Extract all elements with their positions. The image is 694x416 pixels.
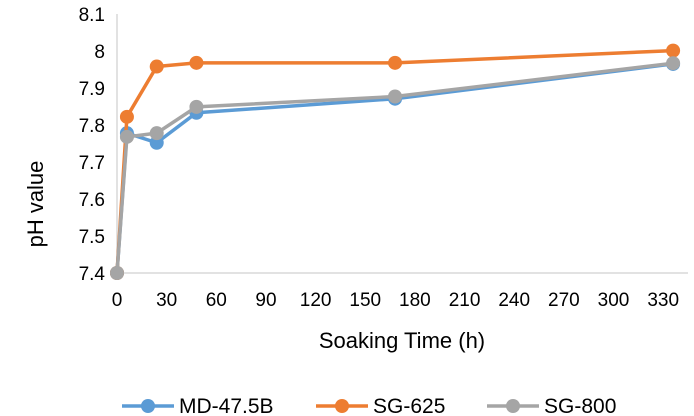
x-tick-label: 30	[156, 290, 177, 311]
x-tick-label: 150	[349, 290, 381, 311]
series-sg-625	[110, 43, 681, 280]
legend-item: MD-47.5B	[122, 395, 274, 416]
data-point	[189, 99, 204, 114]
data-point	[149, 135, 164, 150]
legend: MD-47.5B SG-625 SG-800	[122, 395, 616, 416]
y-tick-label: 7.7	[79, 153, 105, 174]
x-tick-label: 210	[449, 290, 481, 311]
legend-label: SG-625	[373, 395, 445, 416]
axes	[116, 14, 688, 274]
series-sg-800	[110, 56, 681, 280]
x-tick-label: 270	[548, 290, 580, 311]
x-tick-label: 120	[300, 290, 332, 311]
y-tick-label: 8.1	[79, 5, 105, 26]
data-point	[149, 126, 164, 141]
legend-item: SG-625	[316, 395, 445, 416]
x-tick-label: 180	[399, 290, 431, 311]
x-tick-label: 240	[498, 290, 530, 311]
y-tick-label: 7.9	[79, 79, 105, 100]
data-point	[388, 55, 403, 70]
y-tick-labels: 7.4 7.5 7.6 7.7 7.8 7.9 8 8.1	[79, 5, 106, 285]
legend-label: MD-47.5B	[179, 395, 274, 416]
series-line	[115, 48, 675, 275]
legend-item: SG-800	[487, 395, 616, 416]
x-tick-label: 90	[255, 290, 276, 311]
x-tick-label: 330	[647, 290, 679, 311]
series-layer	[110, 43, 681, 280]
y-tick-label: 7.4	[79, 264, 106, 285]
data-point	[119, 129, 134, 144]
data-point	[149, 59, 164, 74]
y-tick-label: 8	[94, 42, 105, 63]
x-tick-label: 60	[206, 290, 227, 311]
x-tick-label: 300	[598, 290, 630, 311]
y-tick-label: 7.6	[79, 190, 105, 211]
legend-label: SG-800	[544, 395, 616, 416]
data-point	[388, 89, 403, 104]
y-axis-title: pH value	[23, 161, 48, 248]
x-tick-labels: 0 30 60 90 120 150 180 210 240 270 300 330	[112, 290, 679, 311]
legend-marker	[506, 399, 520, 413]
x-axis-title: Soaking Time (h)	[319, 328, 485, 353]
x-tick-label: 0	[112, 290, 123, 311]
series-line	[115, 61, 675, 275]
data-point	[110, 266, 124, 280]
y-tick-label: 7.5	[79, 227, 105, 248]
data-point	[666, 56, 681, 71]
data-point	[189, 55, 204, 70]
legend-marker	[141, 399, 155, 413]
legend-marker	[335, 399, 349, 413]
data-point	[666, 43, 681, 58]
data-point	[119, 109, 134, 124]
y-tick-label: 7.8	[79, 116, 105, 137]
